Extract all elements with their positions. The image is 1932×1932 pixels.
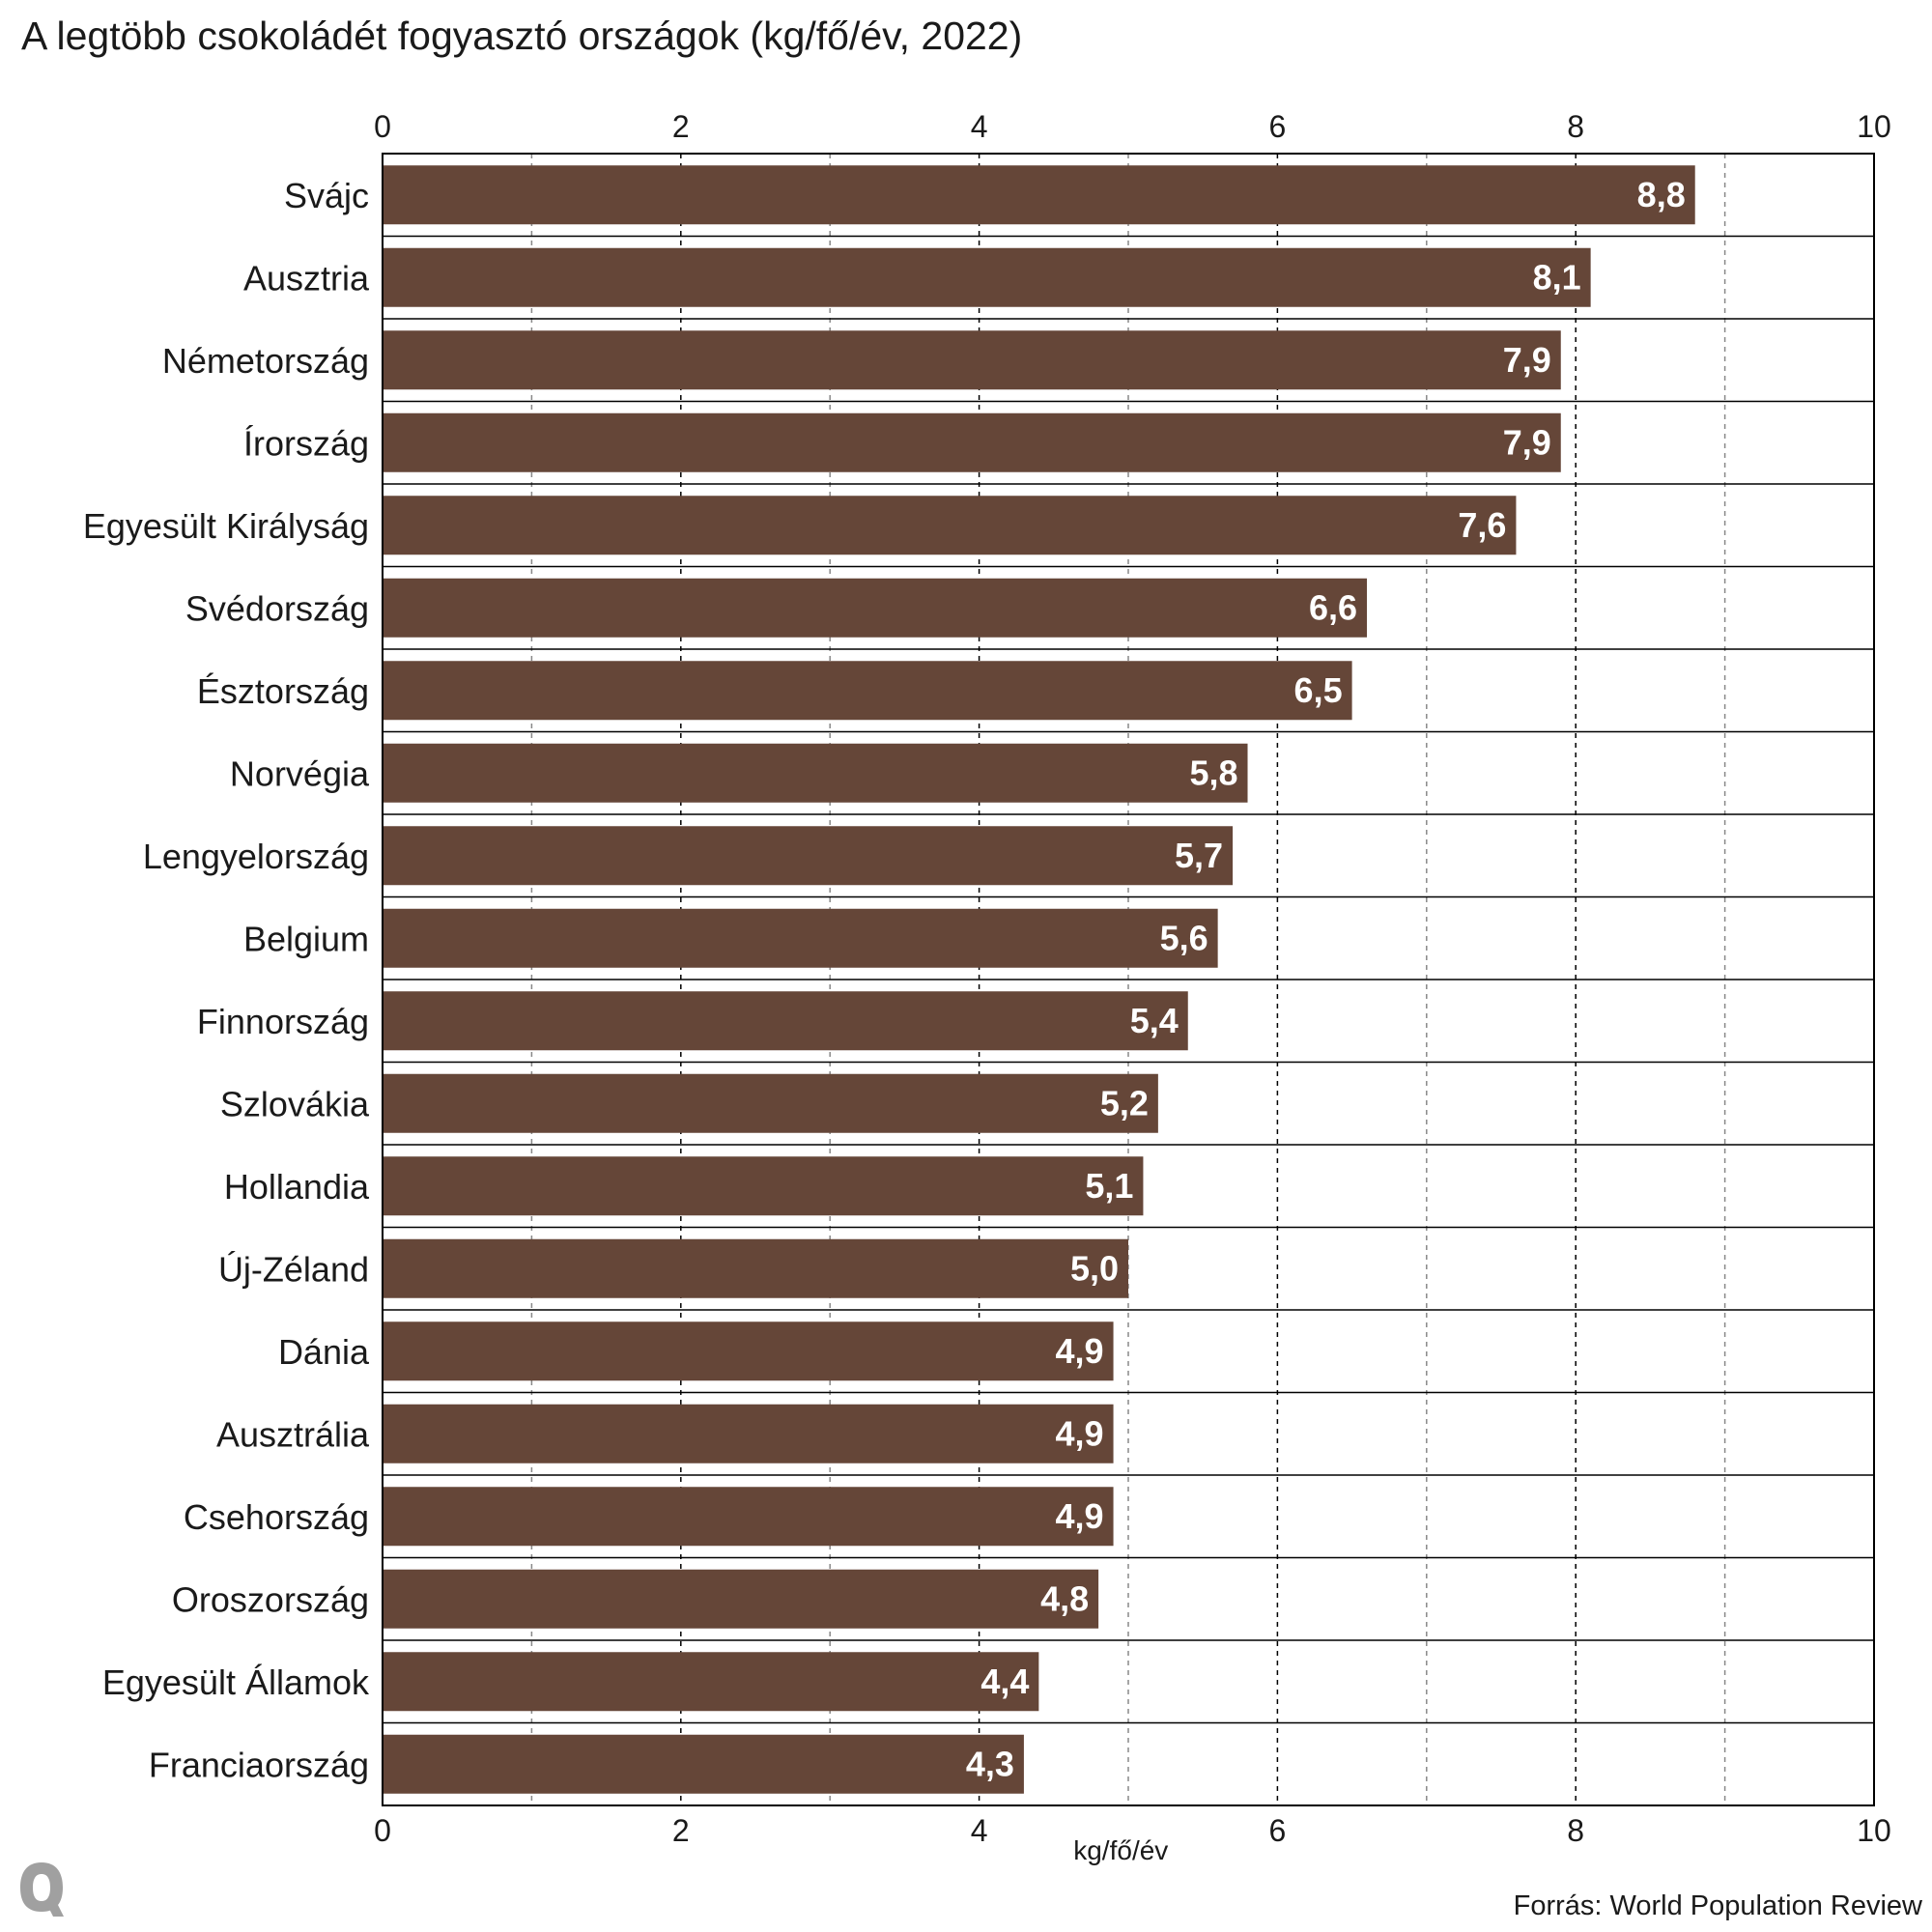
- category-label: Egyesült Királyság: [83, 506, 369, 546]
- value-label: 5,0: [1070, 1248, 1119, 1288]
- value-label: 4,8: [1040, 1578, 1089, 1618]
- bar: [383, 743, 1248, 803]
- bar: [383, 826, 1234, 886]
- x-tick-label-bottom: 2: [672, 1813, 690, 1848]
- category-label: Egyesült Államok: [102, 1662, 370, 1702]
- value-label: 6,6: [1309, 587, 1357, 627]
- category-label: Ausztria: [243, 258, 370, 298]
- bar: [383, 1073, 1158, 1133]
- value-label: 6,5: [1294, 670, 1343, 710]
- chart-title: A legtöbb csokoládét fogyasztó országok …: [21, 14, 1023, 58]
- x-tick-label-top: 10: [1857, 109, 1891, 144]
- bar: [383, 496, 1517, 555]
- category-label: Franciaország: [149, 1745, 369, 1784]
- value-label: 7,9: [1503, 422, 1551, 462]
- value-label: 8,1: [1533, 257, 1581, 297]
- bar: [383, 412, 1561, 472]
- x-tick-label-bottom: 6: [1269, 1813, 1287, 1848]
- row-separators: [383, 235, 1874, 1724]
- bar: [383, 247, 1591, 307]
- value-label: 7,6: [1458, 505, 1506, 545]
- value-label: 4,9: [1056, 1413, 1104, 1453]
- bar: [383, 1734, 1024, 1794]
- value-label: 4,9: [1056, 1331, 1104, 1371]
- x-tick-label-top: 4: [971, 109, 988, 144]
- value-label: 7,9: [1503, 340, 1551, 380]
- bar: [383, 991, 1188, 1051]
- bar: [383, 1487, 1114, 1547]
- x-tick-label-bottom: 0: [374, 1813, 391, 1848]
- value-label: 8,8: [1637, 175, 1686, 214]
- bar: [383, 330, 1561, 390]
- bar: [383, 908, 1218, 968]
- value-label: 5,6: [1160, 918, 1208, 957]
- x-tick-label-top: 6: [1269, 109, 1287, 144]
- bar: [383, 1404, 1114, 1463]
- category-label: Svédország: [185, 588, 369, 628]
- x-axis-bottom-ticks: 0 2 4 6 8 10: [374, 1813, 1891, 1848]
- x-tick-label-top: 8: [1567, 109, 1584, 144]
- category-label: Szlovákia: [220, 1084, 370, 1123]
- value-label: 5,8: [1189, 753, 1237, 792]
- bar: [383, 661, 1352, 721]
- value-label: 5,2: [1100, 1083, 1149, 1122]
- x-tick-label-bottom: 8: [1567, 1813, 1584, 1848]
- category-label: Új-Zéland: [218, 1249, 369, 1289]
- bar: [383, 1156, 1144, 1216]
- category-labels: Svájc Ausztria Németország Írország Egyesült…: [83, 176, 370, 1785]
- x-axis-label: kg/fő/év: [1073, 1835, 1169, 1865]
- x-tick-label-top: 2: [672, 109, 690, 144]
- category-label: Norvégia: [230, 753, 370, 793]
- bar: [383, 1569, 1099, 1629]
- category-label: Svájc: [284, 176, 369, 215]
- category-label: Dánia: [278, 1332, 370, 1372]
- bars: [383, 165, 1695, 1794]
- value-label: 5,1: [1085, 1166, 1133, 1206]
- bar: [383, 1652, 1039, 1712]
- category-label: Csehország: [184, 1497, 369, 1537]
- plot-frame: [382, 153, 1875, 1806]
- value-label: 4,3: [966, 1744, 1014, 1783]
- x-axis-top-ticks: 0 2 4 6 8 10: [374, 109, 1891, 144]
- value-labels: 8,8 8,1 7,9 7,9 7,6 6,6 6,5 5,8 5,7 5,6 5,4 5,2 5,1 5…: [966, 175, 1686, 1784]
- category-label: Oroszország: [172, 1579, 369, 1619]
- value-label: 5,4: [1130, 1001, 1179, 1040]
- source-note: Forrás: World Population Review: [1513, 1890, 1922, 1921]
- value-label: 4,4: [980, 1662, 1029, 1701]
- category-label: Hollandia: [224, 1167, 370, 1207]
- category-label: Belgium: [243, 919, 369, 958]
- x-tick-label-bottom: 10: [1857, 1813, 1891, 1848]
- x-tick-label-top: 0: [374, 109, 391, 144]
- category-label: Finnország: [197, 1002, 369, 1041]
- category-label: Lengyelország: [143, 837, 369, 876]
- bar: [383, 1238, 1128, 1298]
- x-tick-label-bottom: 4: [971, 1813, 988, 1848]
- value-label: 4,9: [1056, 1496, 1104, 1536]
- bar: [383, 1321, 1114, 1381]
- bar: [383, 578, 1368, 638]
- category-label: Írország: [243, 423, 369, 463]
- value-label: 5,7: [1175, 836, 1223, 875]
- bar: [383, 165, 1695, 225]
- category-label: Ausztrália: [216, 1414, 370, 1454]
- category-label: Németország: [162, 341, 369, 381]
- q-logo-icon: [20, 1862, 64, 1917]
- category-label: Észtország: [197, 671, 369, 711]
